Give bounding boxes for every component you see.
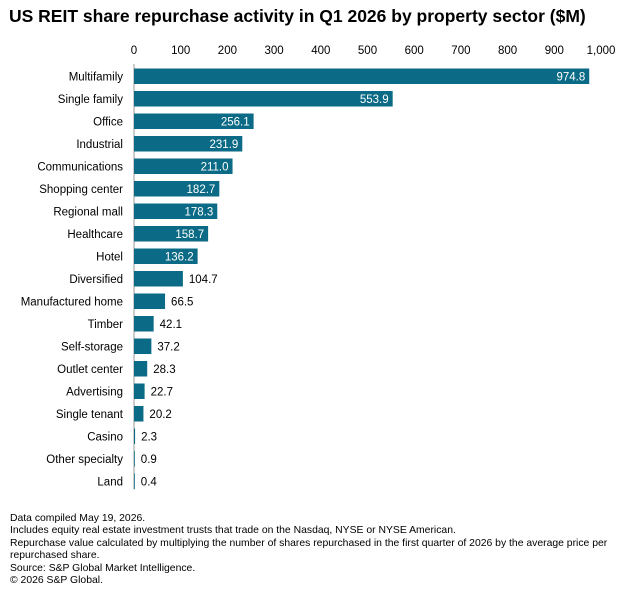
value-label: 974.8 <box>556 71 585 83</box>
x-tick-label: 500 <box>358 45 377 57</box>
bar <box>134 91 393 107</box>
x-tick-label: 800 <box>498 45 517 57</box>
category-label: Land <box>97 476 123 488</box>
value-label: 66.5 <box>171 296 193 308</box>
value-label: 42.1 <box>160 319 182 331</box>
value-label: 158.7 <box>175 229 204 241</box>
note-source: Source: S&P Global Market Intelligence. <box>10 562 196 574</box>
bar <box>134 338 152 354</box>
value-label: 0.4 <box>141 476 158 488</box>
bar <box>134 473 135 489</box>
bars: Multifamily 974.8 Single family 553.9 Office… <box>21 64 590 490</box>
category-label: Casino <box>87 431 123 443</box>
category-label: Other specialty <box>46 454 123 466</box>
x-axis-ticks: 0 100 200 300 400 500 600 700 800 900 1,000 <box>131 45 616 57</box>
category-label: Single family <box>58 94 123 106</box>
note-scope: Includes equity real estate investment t… <box>10 525 456 537</box>
bar <box>134 226 209 242</box>
bar <box>134 406 144 422</box>
value-label: 0.9 <box>141 454 157 466</box>
bar <box>134 203 218 219</box>
category-label: Healthcare <box>67 229 123 241</box>
note-copyright: © 2026 S&P Global. <box>10 575 103 587</box>
category-label: Single tenant <box>56 409 124 421</box>
x-tick-label: 400 <box>311 45 330 57</box>
value-label: 37.2 <box>157 341 179 353</box>
category-label: Shopping center <box>39 184 123 196</box>
bar <box>134 271 183 287</box>
category-label: Advertising <box>66 386 123 398</box>
bar <box>134 293 166 309</box>
x-tick-label: 200 <box>218 45 237 57</box>
category-label: Manufactured home <box>21 296 123 308</box>
chart-title: US REIT share repurchase activity in Q1 … <box>9 6 586 26</box>
value-label: 2.3 <box>141 431 157 443</box>
value-label: 22.7 <box>151 386 173 398</box>
category-label: Multifamily <box>69 71 124 83</box>
bar <box>134 136 243 152</box>
x-tick-label: 300 <box>265 45 284 57</box>
value-label: 211.0 <box>201 161 229 173</box>
category-label: Timber <box>88 319 124 331</box>
value-label: 136.2 <box>165 251 194 263</box>
x-tick-label: 700 <box>451 45 470 57</box>
bar <box>134 68 590 84</box>
value-label: 231.9 <box>210 139 239 151</box>
value-label: 20.2 <box>149 409 171 421</box>
value-label: 104.7 <box>189 274 218 286</box>
category-label: Office <box>93 116 123 128</box>
bar <box>134 428 136 444</box>
bar <box>134 383 145 399</box>
bar <box>134 113 254 129</box>
bar <box>134 316 154 332</box>
bar-chart: 0 100 200 300 400 500 600 700 800 900 1,000 Multif… <box>21 45 616 490</box>
value-label: 28.3 <box>153 364 175 376</box>
value-label: 182.7 <box>187 184 216 196</box>
x-tick-label: 600 <box>405 45 424 57</box>
x-tick-label: 0 <box>131 45 137 57</box>
bar <box>134 181 220 197</box>
note-methodology: Repurchase value calculated by multiplyi… <box>10 537 608 562</box>
bar <box>134 361 148 377</box>
value-label: 178.3 <box>184 206 213 218</box>
value-label: 553.9 <box>360 94 389 106</box>
category-label: Hotel <box>96 251 123 263</box>
note-date-compiled: Data compiled May 19, 2026. <box>10 513 146 524</box>
category-label: Self-storage <box>61 341 123 353</box>
x-tick-label: 100 <box>171 45 190 57</box>
category-label: Diversified <box>69 274 123 286</box>
x-tick-label: 900 <box>545 45 564 57</box>
value-label: 256.1 <box>221 116 250 128</box>
category-label: Outlet center <box>57 364 123 376</box>
bar <box>134 248 198 264</box>
x-tick-label: 1,000 <box>587 45 616 57</box>
category-label: Communications <box>37 161 123 173</box>
footnotes: Data compiled May 19, 2026. Includes equ… <box>10 513 630 587</box>
category-label: Regional mall <box>53 206 123 218</box>
bar <box>134 451 135 467</box>
bar <box>134 158 233 174</box>
category-label: Industrial <box>76 139 123 151</box>
